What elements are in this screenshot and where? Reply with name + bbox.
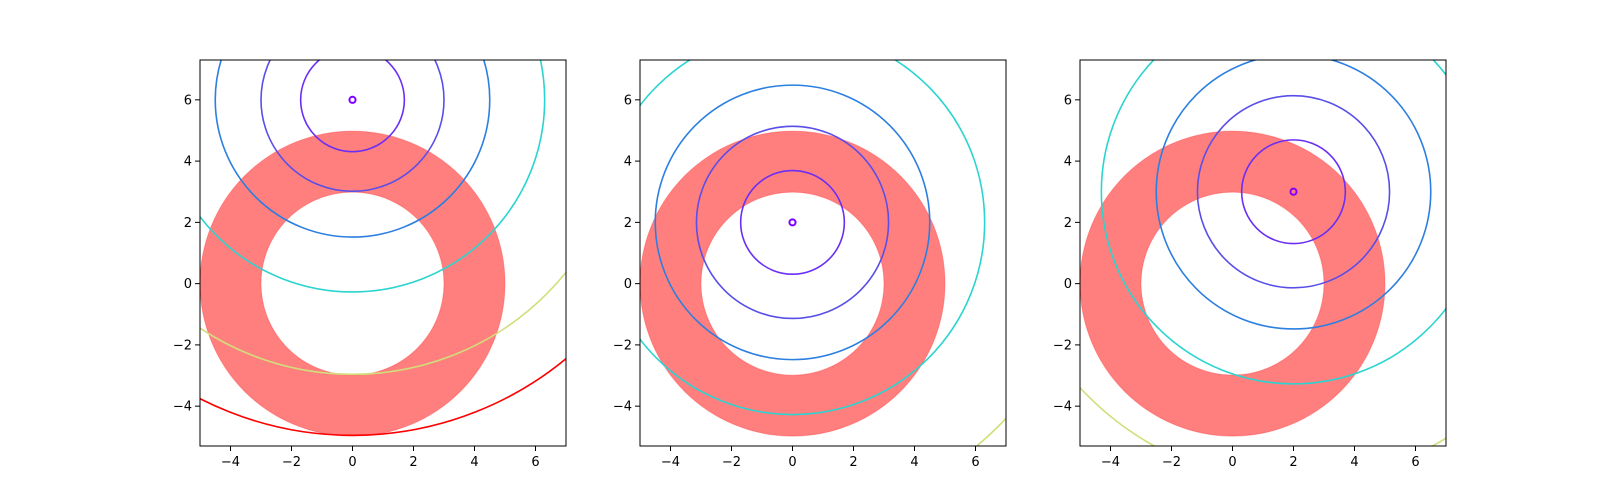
x-tick-label: −4	[661, 455, 680, 470]
contour-circle-3	[260, 60, 445, 193]
y-tick-label: 6	[1064, 93, 1072, 108]
contour-circle-1	[348, 95, 357, 104]
x-tick-label: 6	[531, 455, 539, 470]
contour-circle-7	[200, 357, 566, 437]
x-tick-label: 4	[1350, 455, 1358, 470]
contour-circle-3	[695, 125, 890, 320]
x-tick-label: −2	[282, 455, 301, 470]
subplot-1: −4 −2 0 2 4 6 −4 −2 0 2 4 6	[173, 59, 567, 470]
plot-area	[200, 60, 566, 437]
contour-circle-5	[200, 60, 546, 293]
x-tick-label: 2	[1289, 455, 1297, 470]
x-tick-label: 6	[971, 455, 979, 470]
y-tick-label: −4	[173, 400, 192, 415]
contour-circle-2	[739, 169, 846, 276]
x-tick-label: −2	[722, 455, 741, 470]
x-tick-label: 6	[1411, 455, 1419, 470]
contour-circle-1	[788, 218, 797, 227]
x-tick-label: 2	[849, 455, 857, 470]
contour-circle-1	[1289, 187, 1298, 196]
contour-circle-3	[1196, 94, 1391, 289]
y-tick-label: −2	[613, 338, 632, 353]
y-tick-label: 0	[184, 277, 192, 292]
y-tick-label: 6	[624, 93, 632, 108]
x-tick-label: −4	[1101, 455, 1120, 470]
annulus-region	[1080, 130, 1386, 437]
y-tick-label: 6	[184, 93, 192, 108]
contour-circle-6	[200, 270, 566, 376]
y-tick-label: 2	[184, 216, 192, 231]
plot-area	[1080, 60, 1446, 446]
y-tick-label: 2	[1064, 216, 1072, 231]
contour-circle-4	[654, 84, 931, 361]
y-tick-label: 0	[1064, 277, 1072, 292]
x-tick-label: 4	[910, 455, 918, 470]
y-tick-label: 4	[184, 155, 192, 170]
contour-circle-5	[1100, 60, 1446, 385]
annulus-region	[200, 130, 506, 437]
y-tick-label: −4	[1053, 400, 1072, 415]
contour-circle-4	[214, 60, 491, 238]
contour-circle-5	[640, 60, 986, 416]
y-tick-label: −4	[613, 400, 632, 415]
annulus-region	[640, 130, 946, 437]
x-tick-label: 0	[1228, 455, 1236, 470]
x-tick-label: −2	[1162, 455, 1181, 470]
axes-frame	[639, 59, 1007, 447]
contour-circle-2	[299, 60, 406, 153]
x-tick-label: 2	[409, 455, 417, 470]
y-tick-label: −2	[173, 338, 192, 353]
plot-area	[640, 60, 1006, 446]
subplot-2: −4 −2 0 2 4 6 −4 −2 0 2 4 6	[613, 59, 1007, 470]
y-tick-label: 2	[624, 216, 632, 231]
x-tick-label: −4	[221, 455, 240, 470]
x-tick-label: 0	[788, 455, 796, 470]
x-tick-label: 0	[348, 455, 356, 470]
y-tick-label: −2	[1053, 338, 1072, 353]
y-tick-label: 0	[624, 277, 632, 292]
contour-circle-4	[1155, 60, 1432, 330]
axes-frame	[1079, 59, 1447, 447]
y-tick-label: 4	[624, 155, 632, 170]
y-tick-label: 4	[1064, 155, 1072, 170]
x-tick-label: 4	[470, 455, 478, 470]
subplot-3: −4 −2 0 2 4 6 −4 −2 0 2 4 6	[1053, 59, 1447, 470]
contour-circle-2	[1240, 139, 1347, 245]
axes-frame	[199, 59, 567, 447]
